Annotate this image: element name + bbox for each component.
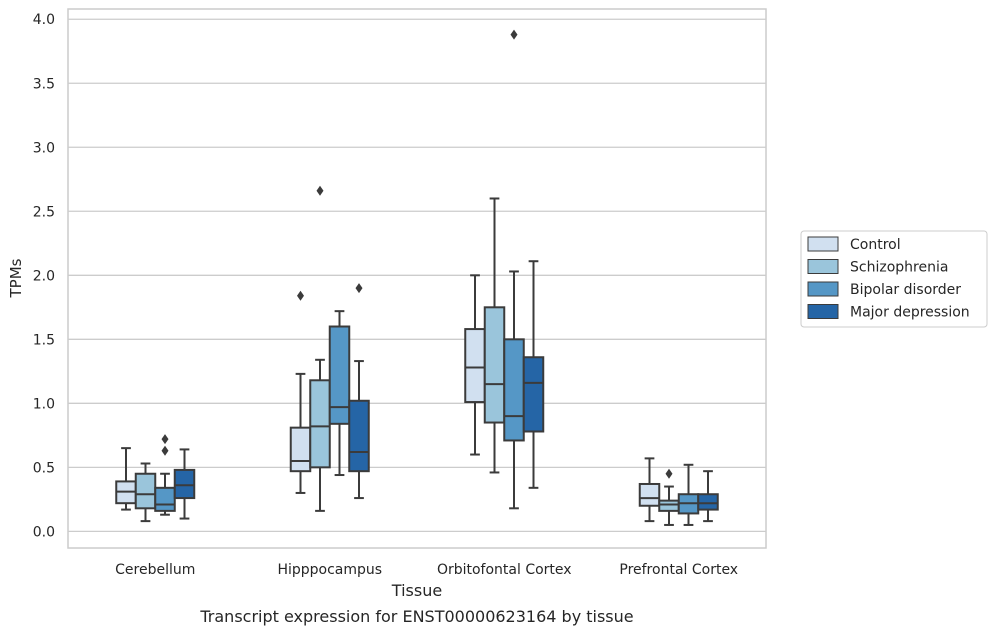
y-tick-label: 1.0 [33,396,55,412]
box-bipolar-disorder [503,29,525,510]
outlier-point [297,290,304,301]
y-tick-label: 0.0 [33,524,55,540]
x-tick-label: Prefrontal Cortex [619,562,738,578]
box-schizophrenia [658,468,680,526]
x-axis: Cerebellum Hipppocampus Orbitofontal Corte… [115,562,738,578]
box-body [658,499,680,512]
y-axis-label: TPMs [7,258,25,298]
box-body [483,306,506,424]
y-tick-label: 2.5 [33,204,55,220]
x-tick-label: Hipppocampus [277,562,382,578]
legend-swatch [807,281,839,297]
chart-caption: Transcript expression for ENST0000062316… [199,607,633,626]
legend: Control Schizophrenia Bipolar disorder Majo… [800,230,988,328]
y-tick-label: 1.5 [33,332,55,348]
y-tick-label: 3.5 [33,76,55,92]
outlier-point [161,434,169,445]
box-major-depression [173,448,196,520]
box-body [289,426,312,473]
box-control [638,457,661,523]
outlier-point [665,468,673,479]
box-control [464,274,486,456]
outlier-point [316,185,324,196]
y-tick-label: 2.0 [33,268,55,284]
box-body [173,468,196,500]
legend-swatch [807,304,839,319]
outlier-point [161,445,169,456]
y-tick-label: 3.0 [33,140,55,156]
boxes-layer [115,29,719,526]
box-major-depression [522,260,545,489]
grid-lines [68,18,766,533]
box-body [503,338,525,442]
y-axis: 0.0 0.5 1.0 1.5 2.0 2.5 3.0 3.5 4.0 [33,12,55,540]
y-tick-label: 4.0 [33,12,55,28]
legend-label: Bipolar disorder [850,282,961,298]
legend-label: Schizophrenia [850,260,948,276]
legend-label: Major depression [850,305,970,321]
legend-label: Control [850,237,901,253]
x-tick-label: Orbitofontal Cortex [437,562,572,578]
plot-frame [67,8,767,549]
box-body [134,472,157,510]
legend-swatch [807,236,839,252]
box-bipolar-disorder [677,463,700,526]
outlier-point [355,283,363,294]
box-body [309,379,331,469]
box-body [348,399,370,473]
legend-frame [800,230,988,328]
box-schizophrenia [483,197,506,474]
box-body [464,328,486,404]
box-major-depression [348,283,370,500]
box-major-depression [697,470,719,523]
x-tick-label: Cerebellum [115,562,195,578]
box-body [638,482,661,507]
legend-swatch [807,259,839,274]
box-body [154,486,176,512]
box-body [328,325,351,425]
box-bipolar-disorder [328,310,351,477]
box-body [522,356,545,433]
box-bipolar-disorder [154,434,176,516]
x-axis-label: Tissue [391,581,442,600]
box-schizophrenia [134,462,157,523]
box-body [697,493,719,511]
outlier-point [510,29,518,40]
y-tick-label: 0.5 [33,460,55,476]
